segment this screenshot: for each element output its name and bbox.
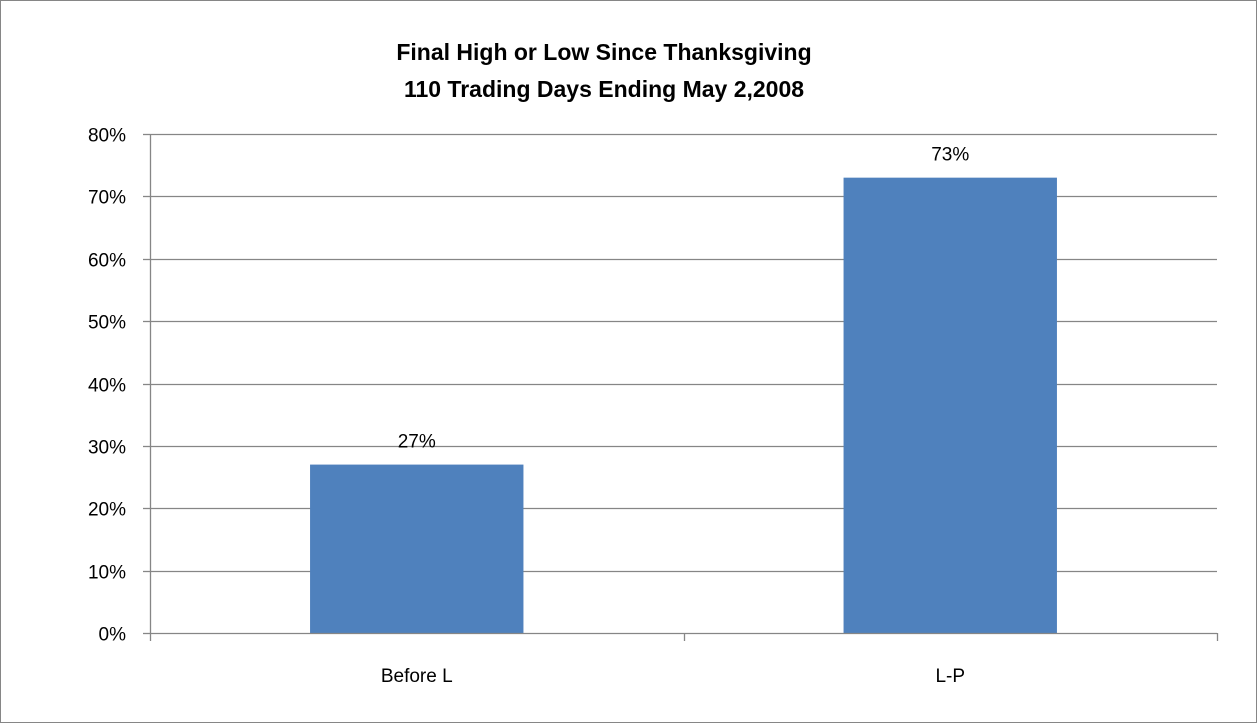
y-tick-label: 0% — [99, 625, 127, 646]
x-axis-category-labels: Before L L-P — [381, 666, 965, 687]
chart-title-line-1: Final High or Low Since Thanksgiving — [396, 39, 811, 65]
data-label: 73% — [931, 145, 969, 166]
bars — [310, 177, 1057, 633]
y-tick-label: 10% — [88, 563, 126, 584]
y-axis-tick-labels: 0% 10% 20% 30% 40% 50% 60% 70% 80% — [88, 126, 126, 646]
y-tick-label: 30% — [88, 438, 126, 459]
y-tick-label: 40% — [88, 376, 126, 397]
axes — [149, 134, 1219, 641]
data-labels: 27% 73% — [398, 145, 970, 453]
y-tick-label: 50% — [88, 313, 126, 334]
y-tick-label: 80% — [88, 126, 126, 147]
bar-l-p — [843, 177, 1057, 633]
y-tick-label: 20% — [88, 500, 126, 521]
bar-before-l — [310, 464, 524, 633]
data-label: 27% — [398, 432, 436, 453]
y-tick-label: 60% — [88, 251, 126, 272]
chart-title-line-2: 110 Trading Days Ending May 2,2008 — [404, 76, 804, 102]
x-category-label: L-P — [935, 666, 965, 687]
y-tick-label: 70% — [88, 188, 126, 209]
chart-title: Final High or Low Since Thanksgiving 110… — [396, 39, 811, 102]
x-category-label: Before L — [381, 666, 453, 687]
